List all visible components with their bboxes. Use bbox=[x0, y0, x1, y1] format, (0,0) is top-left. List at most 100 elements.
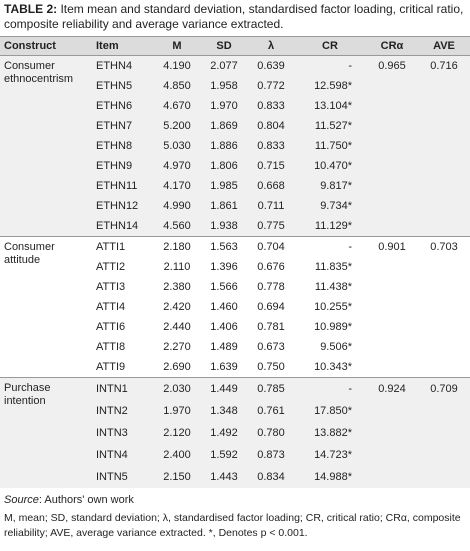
empty-cell bbox=[418, 444, 470, 466]
table-cell: 1.958 bbox=[200, 76, 248, 96]
table-cell: 0.668 bbox=[248, 176, 294, 196]
table-cell: ATTI2 bbox=[96, 261, 126, 273]
table-cell: 1.443 bbox=[200, 466, 248, 488]
ave-cell: 0.703 bbox=[418, 236, 470, 257]
empty-cell bbox=[366, 357, 418, 378]
table-cell: - bbox=[294, 236, 366, 257]
table-cell: 0.873 bbox=[248, 444, 294, 466]
table-row: INTN2 1.970 1.348 0.761 17.850* bbox=[0, 400, 470, 422]
empty-cell bbox=[418, 422, 470, 444]
table-cell: 1.861 bbox=[200, 196, 248, 216]
empty-cell bbox=[418, 176, 470, 196]
table-cell: ETHN4 bbox=[92, 55, 154, 76]
table-cell: 2.120 bbox=[154, 422, 200, 444]
table-cell: 4.560 bbox=[154, 216, 200, 237]
column-header: CR bbox=[294, 36, 366, 56]
table-cell: ATTI8 bbox=[96, 341, 126, 353]
table-cell: 0.694 bbox=[257, 301, 285, 313]
empty-cell bbox=[366, 216, 418, 237]
table-cell: 4.190 bbox=[154, 55, 200, 76]
table-cell: 0.804 bbox=[248, 116, 294, 136]
table-cell: 1.396 bbox=[210, 261, 238, 273]
table-cell: 2.440 bbox=[163, 321, 191, 333]
table-row: ETHN14 4.560 1.938 0.775 11.129* bbox=[0, 216, 470, 237]
table-cell: 14.988* bbox=[294, 466, 366, 488]
table-row: ETHN6 4.670 1.970 0.833 13.104* bbox=[0, 96, 470, 116]
column-header: λ bbox=[248, 36, 294, 56]
column-header: SD bbox=[200, 36, 248, 56]
table-cell: 5.200 bbox=[154, 116, 200, 136]
empty-cell bbox=[366, 156, 418, 176]
empty-cell bbox=[366, 257, 418, 277]
table-cell: ETHN8 bbox=[92, 136, 154, 156]
table-cell: 9.506* bbox=[320, 341, 352, 353]
table-row: ETHN11 4.170 1.985 0.668 9.817* bbox=[0, 176, 470, 196]
table-cell: 1.492 bbox=[200, 422, 248, 444]
source-label: Source bbox=[4, 494, 39, 506]
table-cell: 1.869 bbox=[200, 116, 248, 136]
table-cell: 0.781 bbox=[257, 321, 285, 333]
table-cell: INTN3 bbox=[92, 422, 154, 444]
empty-cell bbox=[418, 76, 470, 96]
table-cell: - bbox=[294, 55, 366, 76]
table-cell: 10.470* bbox=[294, 156, 366, 176]
table-cell: 11.835* bbox=[314, 261, 352, 273]
empty-cell bbox=[366, 422, 418, 444]
table-cell: ETHN5 bbox=[92, 76, 154, 96]
table-cell: 14.723* bbox=[294, 444, 366, 466]
caption-label: TABLE 2: bbox=[4, 2, 58, 16]
table-body: Consumer ethnocentrism ETHN4 4.190 2.077 0.6… bbox=[0, 55, 470, 488]
table-cell: 0.833 bbox=[248, 96, 294, 116]
table-cell: 0.715 bbox=[248, 156, 294, 176]
table-cell: 10.989* bbox=[314, 321, 352, 333]
table-row: ATTI4 2.420 1.460 0.694 10.255* bbox=[0, 297, 470, 317]
table-row: INTN5 2.150 1.443 0.834 14.988* bbox=[0, 466, 470, 488]
table-cell: 2.420 bbox=[163, 301, 191, 313]
empty-cell bbox=[366, 337, 418, 357]
table-cell: 2.690 bbox=[163, 361, 191, 373]
empty-cell bbox=[418, 156, 470, 176]
empty-cell bbox=[418, 297, 470, 317]
empty-cell bbox=[418, 257, 470, 277]
empty-cell bbox=[418, 96, 470, 116]
table-cell: 0.673 bbox=[257, 341, 285, 353]
ave-cell: 0.709 bbox=[418, 377, 470, 400]
table-cell: 0.704 bbox=[248, 236, 294, 257]
table-cell: 11.750* bbox=[294, 136, 366, 156]
table-cell: 4.970 bbox=[154, 156, 200, 176]
table-cell: 4.170 bbox=[154, 176, 200, 196]
table-row: Consumer ethnocentrism ETHN4 4.190 2.077 0.6… bbox=[0, 55, 470, 237]
table-cell: 0.676 bbox=[257, 261, 285, 273]
table-row: ATTI2 2.110 1.396 0.676 11.835* bbox=[0, 257, 470, 277]
table-cell: 11.129* bbox=[294, 216, 366, 237]
empty-cell bbox=[366, 277, 418, 297]
table-row: INTN3 2.120 1.492 0.780 13.882* bbox=[0, 422, 470, 444]
table-cell: 1.886 bbox=[200, 136, 248, 156]
table-row: Consumer attitude ATTI1 2.180 1.563 0.704-0.… bbox=[0, 236, 470, 378]
empty-cell bbox=[418, 196, 470, 216]
table-cell: 4.670 bbox=[154, 96, 200, 116]
table-row: INTN4 2.400 1.592 0.873 14.723* bbox=[0, 444, 470, 466]
table-row: ATTI9 2.690 1.639 0.750 10.343* bbox=[0, 357, 470, 378]
construct-cell: Purchase intention bbox=[0, 377, 92, 488]
table-row: ATTI8 2.270 1.489 0.673 9.506* bbox=[0, 337, 470, 357]
table-cell: 2.030 bbox=[154, 377, 200, 400]
empty-cell bbox=[418, 400, 470, 422]
table-cell: 2.380 bbox=[163, 281, 191, 293]
table-cell: 1.970 bbox=[154, 400, 200, 422]
table-cell: 10.343* bbox=[314, 361, 352, 373]
table-cell: ATTI6 bbox=[96, 321, 126, 333]
table-cell: ETHN9 bbox=[92, 156, 154, 176]
table-cell: 17.850* bbox=[294, 400, 366, 422]
column-header: CRα bbox=[366, 36, 418, 56]
table-cell: 4.990 bbox=[154, 196, 200, 216]
caption-text: Item mean and standard deviation, standa… bbox=[4, 2, 464, 31]
table-cell: INTN4 bbox=[92, 444, 154, 466]
table-cell: INTN5 bbox=[92, 466, 154, 488]
table-cell: 9.734* bbox=[294, 196, 366, 216]
column-header: AVE bbox=[418, 36, 470, 56]
source: Source: Authors' own work bbox=[0, 488, 470, 509]
empty-cell bbox=[366, 317, 418, 337]
table-cell: 11.438* bbox=[314, 281, 352, 293]
